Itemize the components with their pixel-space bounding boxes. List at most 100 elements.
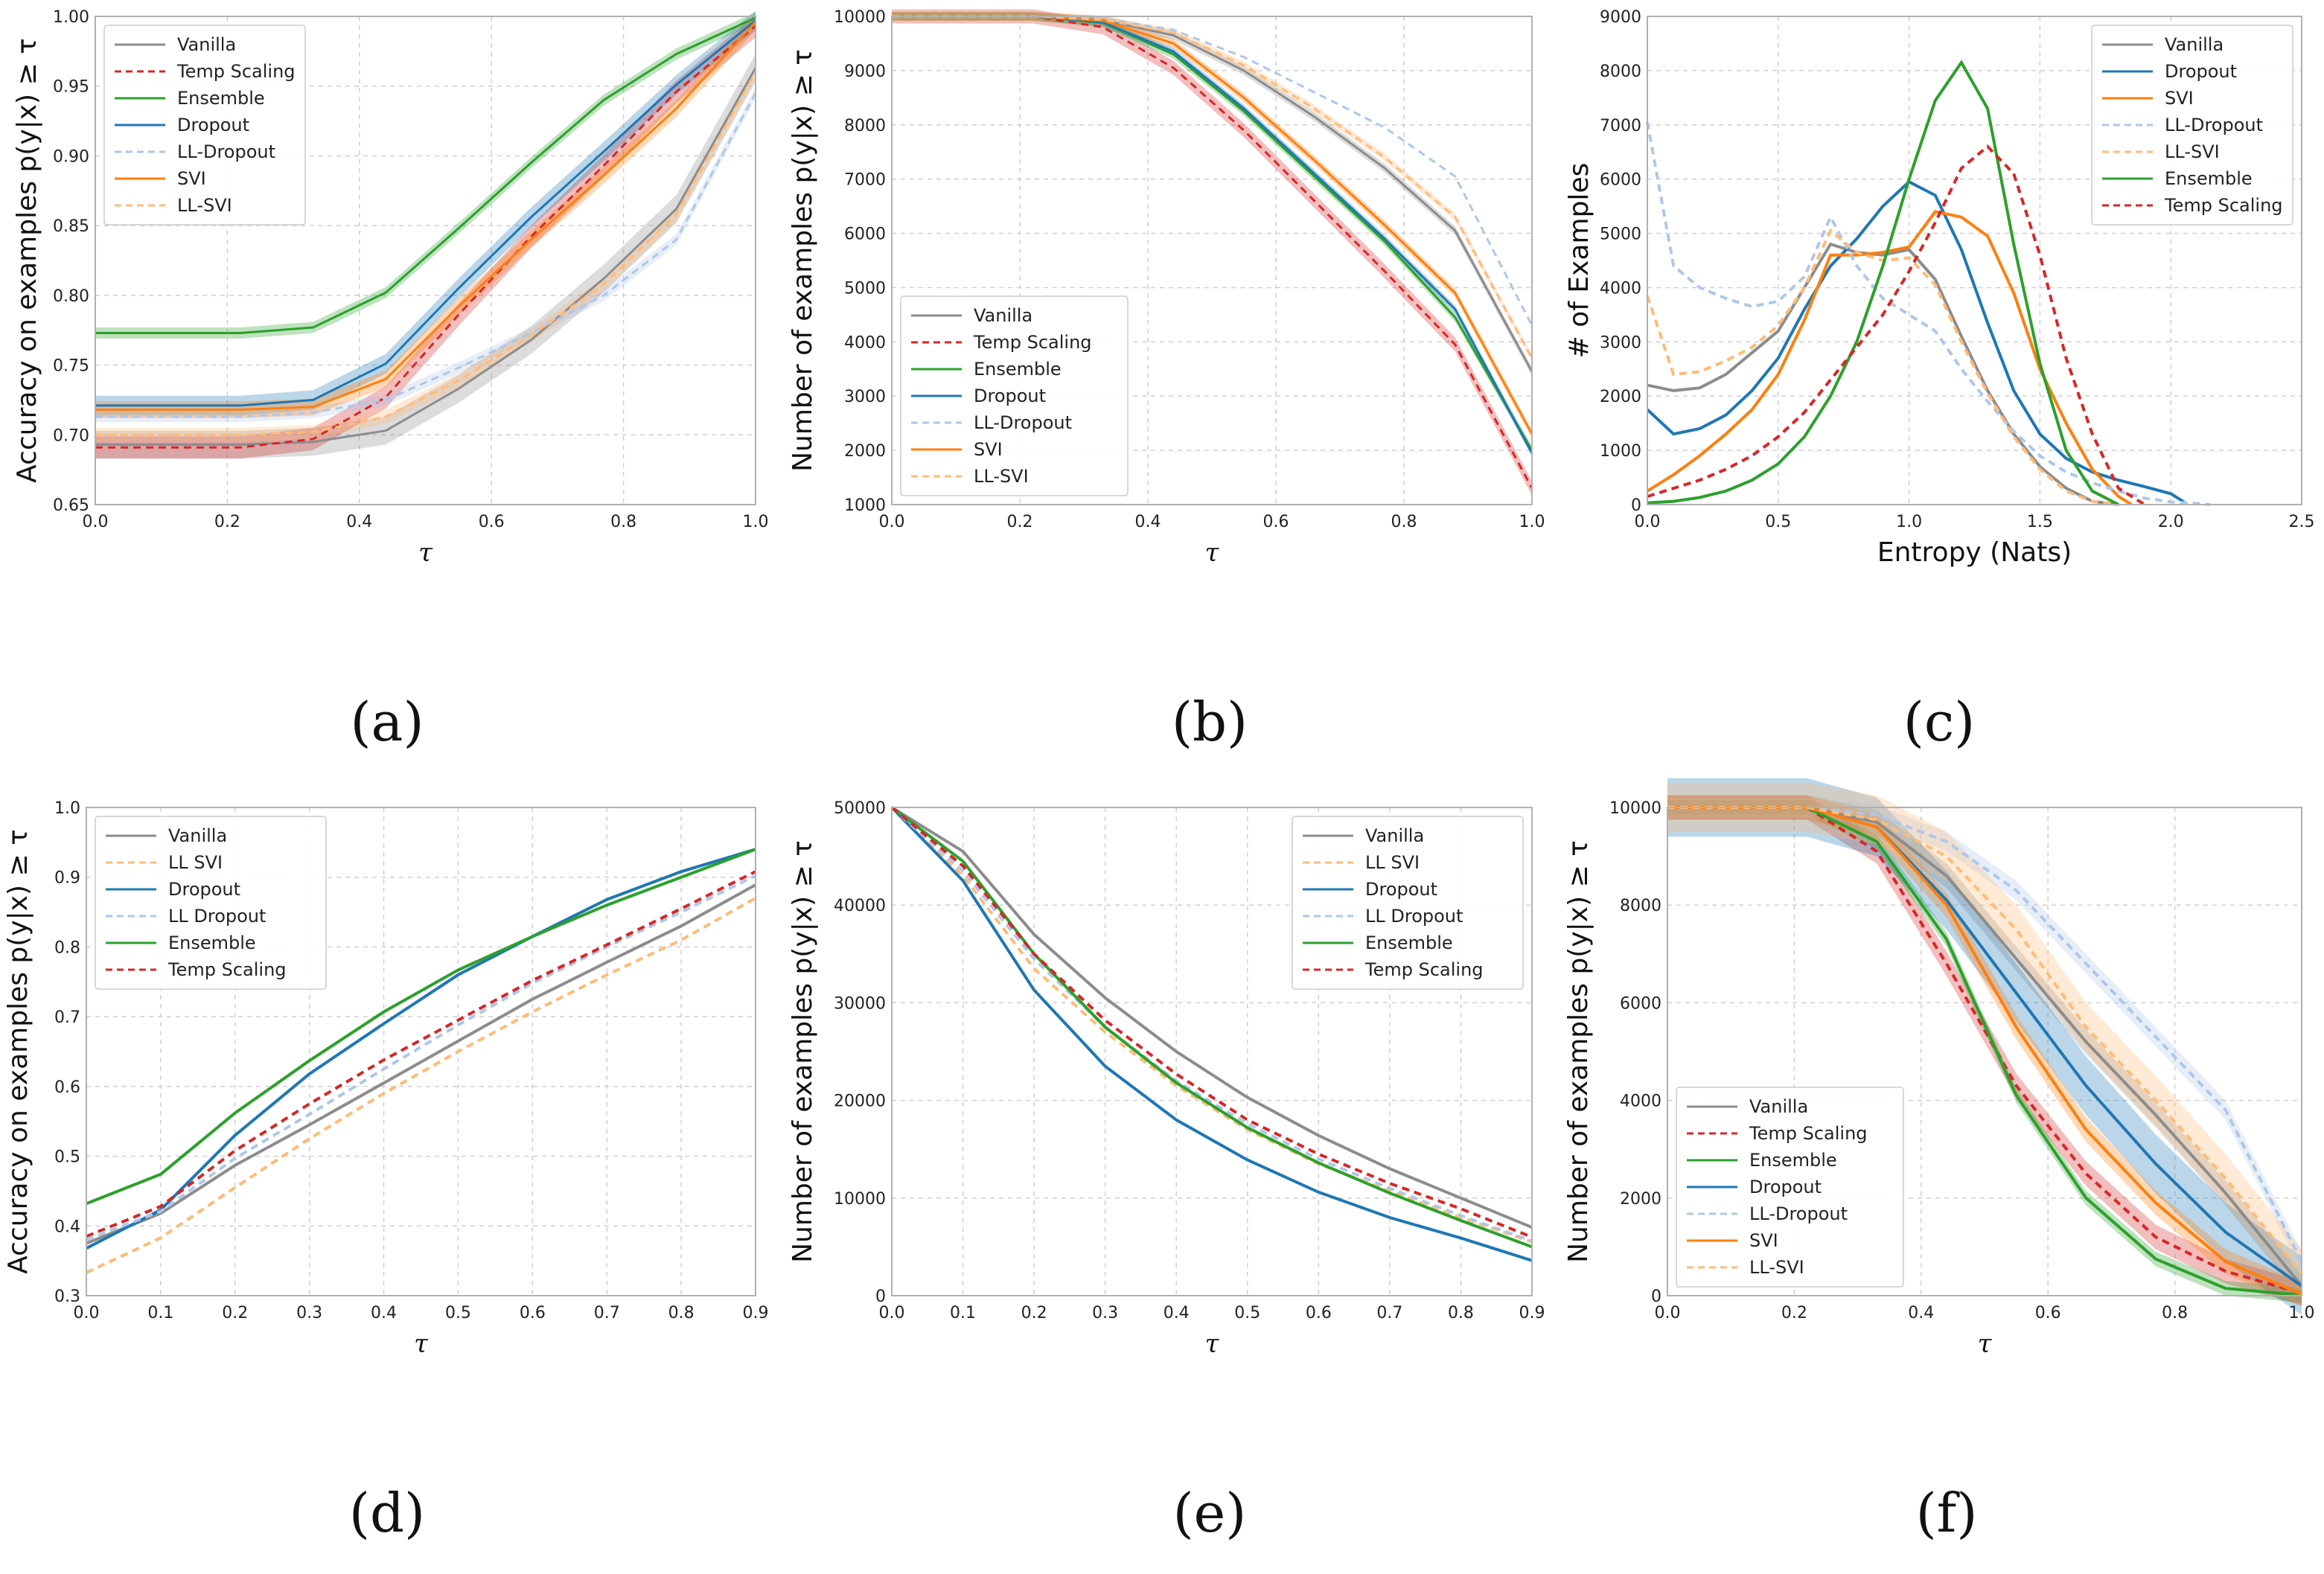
x-axis-label: τ (414, 1329, 429, 1359)
panel-e-chart: 0.0 0.1 0.2 0.3 0.4 0.5 0.6 0.7 0.8 0.9 0 10000 2000… (788, 799, 1545, 1544)
x-tick-label: 0.8 (1448, 1304, 1474, 1322)
x-tick-label: 0.8 (610, 513, 636, 531)
panel-label: (e) (1173, 1482, 1247, 1544)
y-tick-label: 1000 (844, 496, 886, 515)
legend-label: Dropout (1365, 879, 1437, 900)
series-band-svi (95, 13, 756, 418)
y-axis-label: Number of examples p(y|x) ≥ τ (1563, 840, 1594, 1263)
legend-box (2091, 25, 2293, 225)
x-tick-label: 1.5 (2027, 513, 2053, 531)
plot-frame (86, 807, 756, 1296)
y-tick-label: 0.90 (53, 147, 89, 166)
x-tick-label: 0.0 (1655, 1304, 1681, 1322)
legend-box (103, 25, 306, 225)
x-tick-label: 0.9 (1519, 1304, 1545, 1322)
series-line-vanilla (95, 67, 757, 446)
series-line-ll-svi (95, 71, 757, 436)
series-band-ll-svi (1667, 783, 2302, 1299)
legend-label: LL-SVI (2165, 141, 2220, 162)
y-tick-label: 6000 (1620, 994, 1661, 1013)
panel-label: (b) (1172, 691, 1248, 753)
legend-label: Temp Scaling (176, 61, 296, 82)
y-tick-label: 10000 (834, 8, 886, 27)
legend-label: Temp Scaling (1749, 1123, 1868, 1144)
legend-label: LL Dropout (168, 906, 266, 927)
y-tick-label: 1.00 (53, 8, 89, 27)
x-tick-label: 0.0 (879, 1304, 905, 1322)
legend-label: Temp Scaling (2164, 195, 2283, 216)
legend-label: SVI (1749, 1230, 1778, 1251)
y-tick-label: 0.5 (54, 1148, 80, 1167)
x-tick-label: 0.0 (1635, 513, 1661, 531)
legend-box (1292, 816, 1524, 990)
series-line-ll-dropout (86, 874, 756, 1241)
y-tick-label: 2000 (844, 442, 886, 461)
y-tick-label: 0.75 (53, 357, 89, 376)
series-line-ll-svi (1646, 228, 2119, 506)
legend-label: LL-SVI (974, 466, 1029, 487)
x-tick-label: 0.6 (1263, 513, 1289, 531)
y-axis-label: Accuracy on examples p(y|x) ≥ τ (12, 38, 42, 483)
series-line-ll-dropout (890, 806, 1533, 1243)
y-tick-label: 0 (875, 1287, 886, 1306)
series-line-dropout (86, 848, 756, 1250)
legend-label: Ensemble (974, 359, 1062, 380)
x-tick-label: 0.7 (594, 1304, 620, 1322)
series-band-dropout (1667, 778, 2302, 1316)
y-tick-label: 5000 (1600, 225, 1641, 244)
y-tick-label: 5000 (844, 279, 886, 298)
x-axis-label: τ (1205, 538, 1220, 568)
y-tick-label: 0.4 (54, 1218, 80, 1236)
x-tick-label: 0.4 (1163, 1304, 1190, 1322)
legend-label: LL-Dropout (974, 412, 1072, 433)
y-tick-label: 0.6 (54, 1078, 80, 1097)
series-line-temp-scaling (95, 25, 756, 449)
y-tick-label: 0.65 (53, 496, 89, 515)
legend-label: SVI (177, 168, 206, 189)
legend-box (95, 816, 327, 990)
legend-label: Dropout (2165, 61, 2237, 82)
x-tick-label: 0.0 (74, 1304, 100, 1322)
x-tick-label: 0.8 (668, 1304, 695, 1322)
legend-label: Vanilla (1749, 1096, 1808, 1117)
series-line-vanilla (86, 883, 756, 1245)
series-line-dropout (1646, 179, 2185, 504)
x-tick-label: 0.2 (1021, 1304, 1047, 1322)
legend-label: Dropout (1749, 1177, 1822, 1197)
legend-label: Ensemble (1365, 932, 1453, 953)
x-tick-label: 0.7 (1376, 1304, 1402, 1322)
x-axis-label: τ (1205, 1329, 1220, 1359)
legend: Vanilla LL SVI Dropout LL Dropout Ensemble Te… (95, 816, 327, 990)
y-tick-label: 0.95 (53, 78, 89, 97)
legend-label: Vanilla (974, 305, 1032, 326)
x-axis-label: Entropy (Nats) (1877, 537, 2072, 568)
y-tick-label: 6000 (1600, 171, 1641, 190)
y-tick-label: 1.0 (54, 799, 80, 818)
x-tick-label: 0.1 (147, 1304, 173, 1322)
plot-frame (1647, 16, 2302, 505)
y-tick-label: 0.3 (54, 1287, 80, 1306)
x-tick-label: 0.1 (950, 1304, 976, 1322)
x-tick-label: 2.5 (2289, 513, 2315, 531)
y-tick-label: 0.8 (54, 938, 80, 957)
x-tick-label: 0.6 (520, 1304, 546, 1322)
y-tick-label: 0.80 (53, 287, 89, 306)
x-tick-label: 0.6 (1306, 1304, 1332, 1322)
legend-label: LL SVI (1365, 852, 1420, 873)
legend-label: Temp Scaling (973, 332, 1092, 353)
x-tick-label: 0.5 (1234, 1304, 1260, 1322)
y-tick-label: 4000 (1620, 1092, 1661, 1111)
y-tick-label: 10000 (1609, 799, 1661, 818)
y-tick-label: 0.70 (53, 426, 89, 445)
legend: Vanilla Temp Scaling Ensemble Dropout LL-Dro… (1676, 1087, 1904, 1287)
y-tick-label: 0.9 (54, 869, 80, 888)
y-tick-label: 2000 (1600, 388, 1641, 406)
series-line-svi (95, 21, 757, 411)
legend-label: LL Dropout (1365, 906, 1463, 927)
legend-label: LL SVI (168, 852, 223, 873)
y-tick-label: 8000 (1600, 63, 1641, 81)
y-tick-label: 9000 (844, 63, 886, 81)
y-axis-label: Number of examples p(y|x) ≥ τ (788, 49, 818, 472)
legend-label: SVI (2165, 88, 2194, 109)
